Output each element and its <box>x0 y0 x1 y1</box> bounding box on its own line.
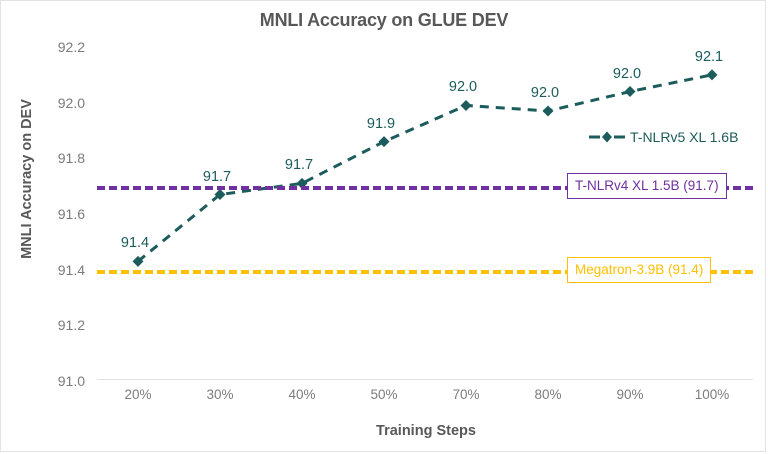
series-marker-point-7[interactable] <box>706 69 718 81</box>
data-point-label-2: 91.7 <box>284 157 314 174</box>
reference-callout-megatron-3-9b: Megatron-3.9B (91.4) <box>567 256 712 283</box>
series-marker-point-3[interactable] <box>378 136 390 148</box>
reference-line-megatron-3-9b <box>97 269 753 274</box>
x-axis-tick-label: 90% <box>616 387 644 402</box>
data-point-label-4: 92.0 <box>448 79 478 96</box>
data-point-label-7: 92.1 <box>694 48 724 65</box>
legend-marker-diamond-icon <box>589 131 625 143</box>
series-polyline <box>137 73 713 263</box>
data-point-label-3: 91.9 <box>366 115 396 132</box>
x-axis-tick-label: 100% <box>694 387 730 402</box>
data-point-label-6: 92.0 <box>612 65 642 82</box>
y-axis-tick-label: 91.8 <box>57 150 85 167</box>
plot-area: 91.4 91.7 91.7 91.9 92.0 92.0 92.0 92.1 <box>97 47 753 381</box>
x-axis-tick-label: 80% <box>534 387 562 402</box>
x-axis-title: Training Steps <box>376 423 476 439</box>
y-axis-tick-label: 92.2 <box>57 39 85 55</box>
data-point-label-5: 92.0 <box>530 85 560 102</box>
x-axis-tick-label: 20% <box>124 387 152 402</box>
data-point-label-1: 91.7 <box>202 168 232 185</box>
series-line-t-nlrv5 <box>132 69 718 267</box>
reference-line-t-nlrv4-xl-1-5b <box>97 186 753 191</box>
y-axis-tick-label: 92.0 <box>57 94 85 111</box>
reference-callout-t-nlrv4-xl-1-5b: T-NLRv4 XL 1.5B (91.7) <box>567 173 727 200</box>
y-axis-tick-label: 91.0 <box>57 373 85 389</box>
x-axis-tick-label: 30% <box>206 387 234 402</box>
series-marker-point-5[interactable] <box>542 105 554 117</box>
series-marker-point-2[interactable] <box>296 177 308 189</box>
data-point-label-0: 91.4 <box>120 235 150 252</box>
x-axis-tick-label: 50% <box>370 387 398 402</box>
series-marker-point-1[interactable] <box>214 189 226 201</box>
legend-item-label: T-NLRv5 XL 1.6B <box>630 129 739 145</box>
y-axis-tick-label: 91.2 <box>57 317 85 334</box>
series-marker-point-6[interactable] <box>624 86 636 98</box>
chart-legend: T-NLRv5 XL 1.6B <box>589 129 738 145</box>
x-axis-line <box>97 379 753 380</box>
chart-title: MNLI Accuracy on GLUE DEV <box>259 10 509 30</box>
x-axis-tick-label: 70% <box>452 387 480 402</box>
series-marker-point-4[interactable] <box>460 99 472 111</box>
y-axis-tick-label: 91.6 <box>57 206 85 222</box>
x-axis-tick-label: 40% <box>288 387 316 402</box>
y-axis-tick-label: 91.4 <box>57 261 85 278</box>
